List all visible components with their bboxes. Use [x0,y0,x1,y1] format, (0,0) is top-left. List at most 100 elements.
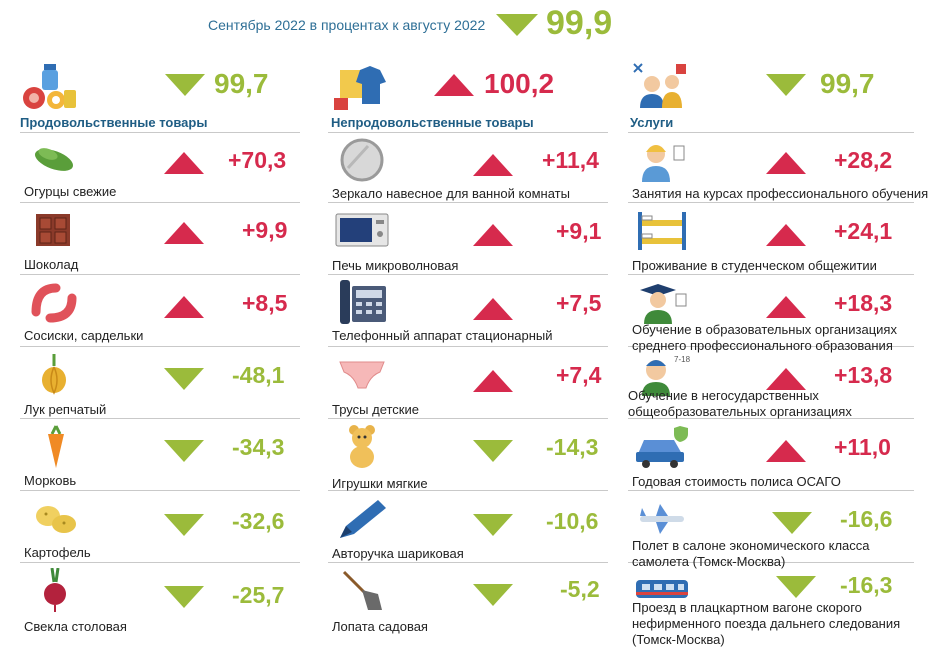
item-value: -14,3 [546,434,599,460]
item-value: +11,4 [542,147,599,173]
item-name: Годовая стоимость полиса ОСАГО [632,474,841,489]
graduate-icon [640,284,687,324]
up-arrow-icon [473,154,513,176]
item-name: Игрушки мягкие [332,476,428,491]
category-title: Услуги [630,115,674,130]
potato-icon [36,506,76,533]
list-item: Игрушки мягкие -14,3 [328,418,608,491]
airplane-icon [640,504,684,534]
list-item: Полет в салоне экономического класса сам… [628,490,914,569]
down-arrow-icon [473,440,513,462]
down-arrow-icon [473,584,513,606]
item-name: Зеркало навесное для ванной комнаты [332,186,570,201]
sausage-icon [31,283,77,323]
list-item: Зеркало навесное для ванной комнаты +11,… [328,132,608,203]
teddy-bear-icon [349,425,375,468]
category-header: 99,7 Продовольственные товары [20,52,300,133]
list-item: 7-18 Обучение в негосударственных общеоб… [628,346,914,419]
up-arrow-icon [766,152,806,174]
list-item: Лопата садовая -5,2 [328,562,608,641]
category-header: 99,7 Услуги [628,52,914,133]
item-value: +13,8 [834,362,893,388]
item-name: Шоколад [24,257,79,272]
item-value: +9,1 [556,218,602,244]
item-value: +11,0 [834,434,891,460]
item-value: +28,2 [834,147,893,173]
up-arrow-icon [766,440,806,462]
list-item: Печь микроволновая +9,1 [328,202,608,275]
list-item: Огурцы свежие +70,3 [20,132,300,203]
item-name: Сосиски, сардельки [24,328,144,343]
list-item: Телефонный аппарат стационарный +7,5 [328,274,608,347]
up-arrow-icon [164,152,204,174]
category-value: 100,2 [484,68,555,99]
list-item: Проживание в студенческом общежитии +24,… [628,202,914,275]
down-arrow-icon [164,514,204,536]
item-value: -34,3 [232,434,285,460]
onion-icon [42,354,66,395]
chocolate-icon [36,214,70,246]
microwave-icon [335,213,389,247]
item-value: +70,3 [228,147,287,173]
list-item: Картофель -32,6 [20,490,300,563]
up-arrow-icon [473,298,513,320]
item-value: +18,3 [834,290,893,316]
summary-header: Сентябрь 2022 в процентах к августу 2022… [0,0,928,50]
student-icon [642,145,685,182]
shovel-icon [342,570,382,610]
down-arrow-icon [772,512,812,534]
item-name: Занятия на курсах профессионального обуч… [632,186,928,201]
item-name: общеобразовательных организациях [628,404,852,419]
item-value: -5,2 [560,576,600,602]
item-name: Полет в салоне экономического класса [632,538,870,553]
list-item: Проезд в плацкартном вагоне скорого нефи… [628,562,914,647]
item-name: Картофель [24,545,91,560]
item-value: -25,7 [232,582,285,608]
mirror-icon [340,138,384,182]
list-item: Трусы детские +7,4 [328,346,608,419]
up-arrow-icon [164,296,204,318]
down-arrow-icon [496,14,538,36]
nonfood-column: 100,2 Непродовольственные товары Зеркало… [328,52,608,641]
list-item: Авторучка шариковая -10,6 [328,490,608,563]
down-arrow-icon [165,74,205,96]
summary-value: 99,9 [546,4,613,42]
phone-icon [340,280,386,324]
list-item: Морковь -34,3 [20,418,300,491]
train-icon [636,580,688,598]
item-name: (Томск-Москва) [632,632,725,647]
food-column: 99,7 Продовольственные товары Огурцы све… [20,52,300,641]
svg-text:7-18: 7-18 [674,355,690,364]
list-item: Свекла столовая -25,7 [20,562,300,641]
item-name: Морковь [24,473,77,488]
item-value: -10,6 [546,508,599,534]
category-title: Продовольственные товары [20,115,208,130]
summary-label: Сентябрь 2022 в процентах к августу 2022 [208,17,486,33]
list-item: Шоколад +9,9 [20,202,300,275]
down-arrow-icon [164,586,204,608]
up-arrow-icon [473,370,513,392]
up-arrow-icon [766,224,806,246]
item-value: +7,5 [556,290,602,316]
down-arrow-icon [164,368,204,390]
down-arrow-icon [776,576,816,598]
category-title: Непродовольственные товары [331,115,534,130]
underwear-icon [339,361,385,389]
item-value: +7,4 [556,362,602,388]
up-arrow-icon [766,296,806,318]
item-name: Трусы детские [332,402,419,417]
down-arrow-icon [473,514,513,536]
schoolboy-icon: 7-18 [642,355,690,396]
cucumber-icon [34,148,74,171]
clothes-icon [334,66,386,110]
category-value: 99,7 [214,68,269,99]
item-value: -16,3 [840,572,893,598]
up-arrow-icon [473,224,513,246]
list-item: Лук репчатый -48,1 [20,346,300,419]
item-name: Обучение в образовательных организациях [632,322,897,337]
list-item: Сосиски, сардельки +8,5 [20,274,300,347]
item-value: +9,9 [242,217,288,243]
item-name: самолета (Томск-Москва) [632,554,786,569]
bunk-bed-icon [638,212,686,250]
services-column: 99,7 Услуги Занятия на курсах профессион… [628,52,928,647]
